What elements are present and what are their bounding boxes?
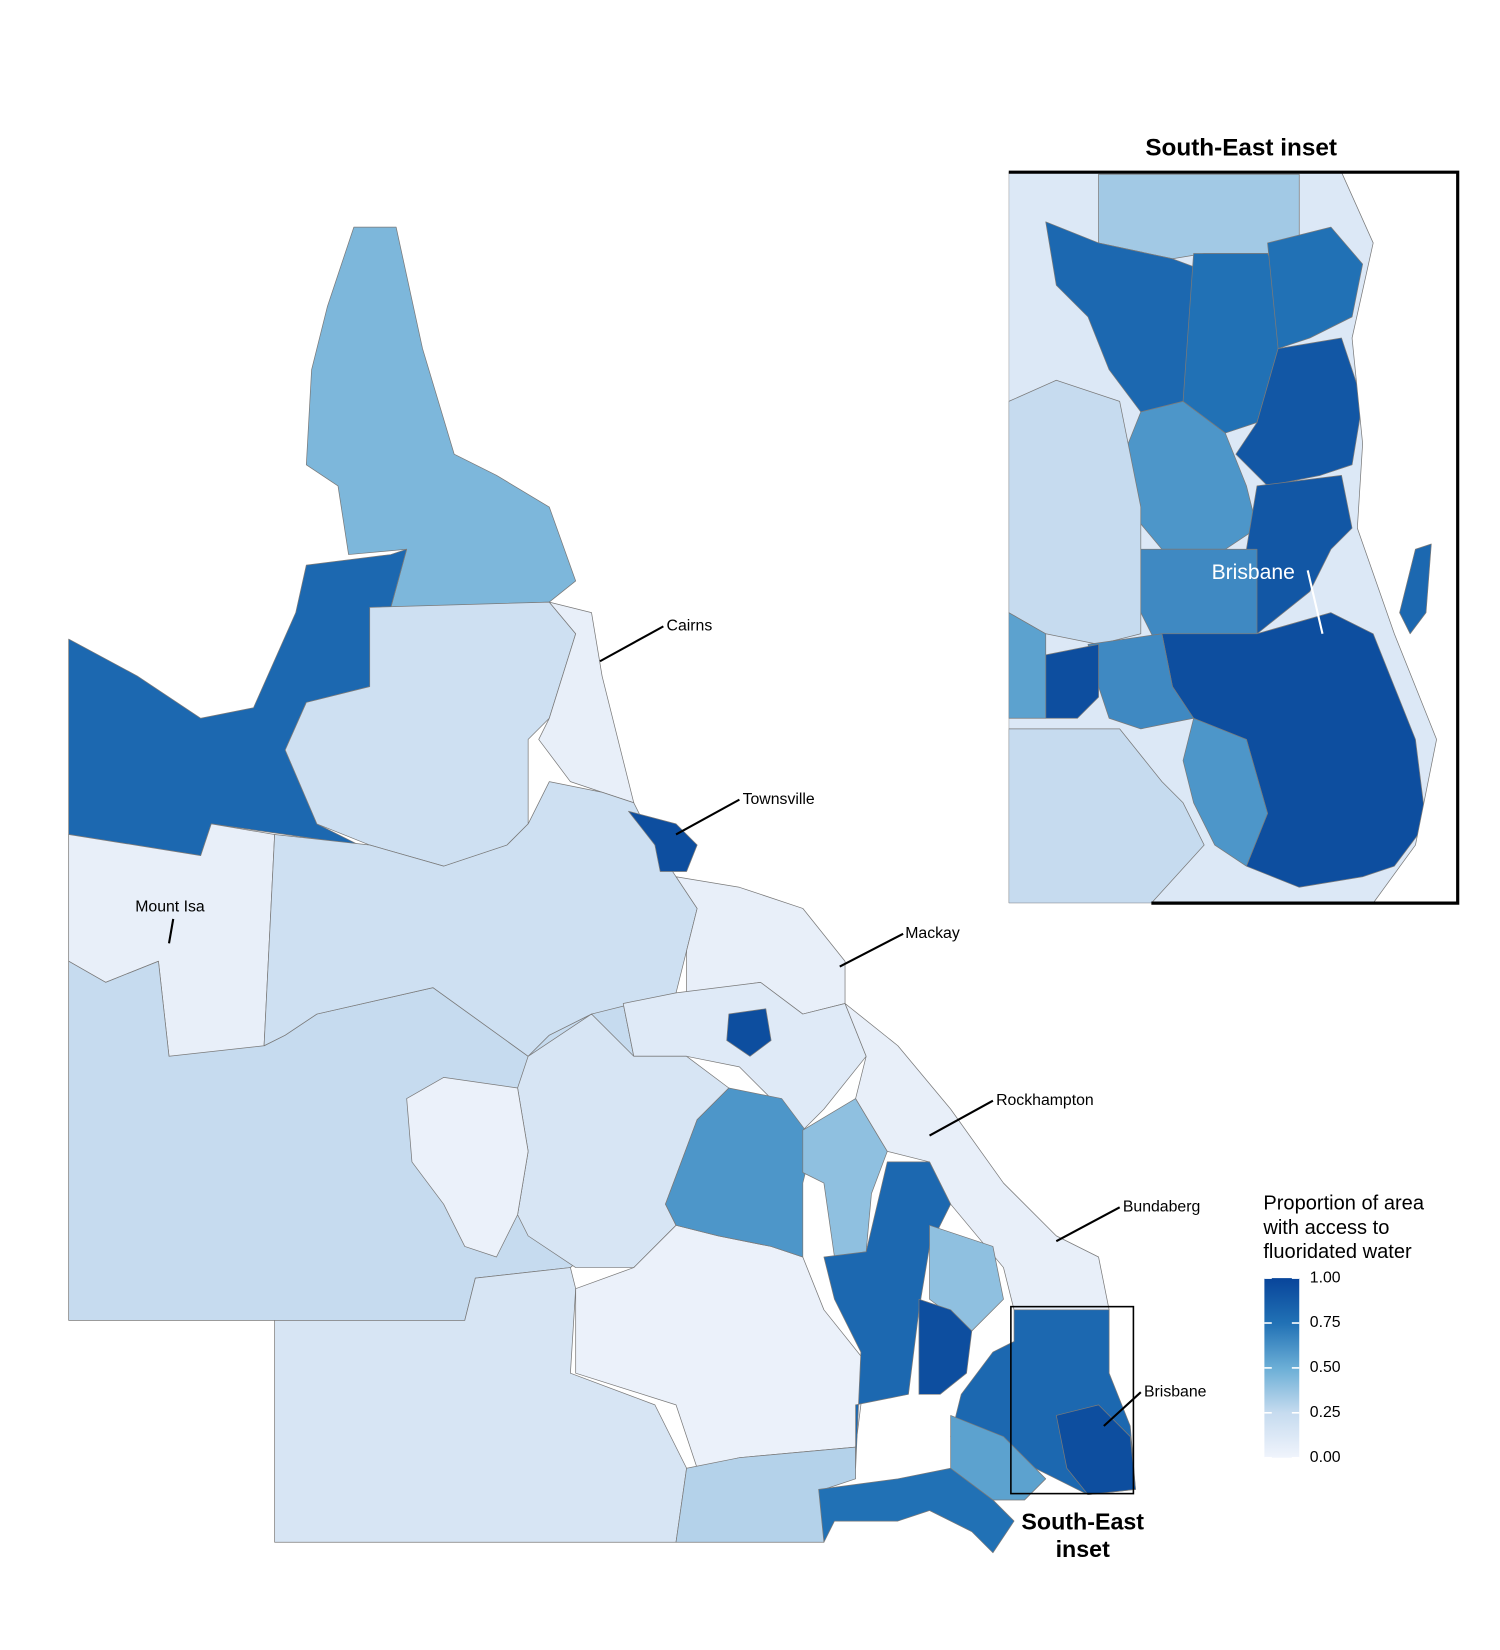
- region: [1182, 717, 1268, 867]
- leader: [929, 1099, 994, 1137]
- region: [675, 1446, 856, 1543]
- region: [274, 1267, 687, 1543]
- region: [950, 1415, 1047, 1501]
- inset-map: [1008, 172, 1458, 904]
- leader: [1103, 1391, 1142, 1427]
- region: [818, 1467, 1015, 1554]
- place-label: Brisbane: [1144, 1383, 1207, 1400]
- colorbar-label: 0.50: [1310, 1359, 1341, 1376]
- region: [1235, 337, 1363, 487]
- leader: [675, 798, 740, 836]
- leader: [599, 625, 664, 663]
- box-label: South-East inset: [1021, 1508, 1145, 1563]
- region: [1008, 379, 1142, 645]
- inset-title: South-East inset: [1145, 134, 1337, 161]
- region: [1008, 612, 1047, 719]
- colorbar-label: 0.00: [1310, 1449, 1341, 1466]
- region: [628, 810, 698, 872]
- place-label: Brisbane: [1212, 561, 1295, 584]
- place-label: Cairns: [667, 618, 713, 635]
- colorbar-ticks: 0.00 0.25 0.50 0.75 1.00: [1264, 1269, 1341, 1466]
- region: [726, 1008, 772, 1057]
- inset-frame: [1008, 170, 1460, 905]
- leaders: [167, 570, 1324, 1427]
- region: [406, 1077, 529, 1258]
- place-label: Townsville: [743, 791, 815, 808]
- region: [918, 1298, 973, 1395]
- place-label: Mount Isa: [135, 899, 205, 916]
- leader: [839, 932, 904, 968]
- place-label: Bundaberg: [1123, 1199, 1200, 1216]
- region: [1055, 1404, 1136, 1496]
- colorbar-label: 0.75: [1310, 1314, 1341, 1331]
- region: [305, 226, 577, 608]
- region: [665, 1087, 814, 1258]
- region: [1087, 633, 1194, 730]
- place-label: Mackay: [905, 925, 960, 942]
- region: [1008, 728, 1205, 904]
- legend-title: Proportion of area with access to fluori…: [1263, 1192, 1424, 1264]
- colorbar-label: 0.25: [1310, 1404, 1341, 1421]
- leader: [1055, 1206, 1121, 1243]
- region: [929, 1224, 1004, 1332]
- main-map: [68, 226, 1136, 1554]
- colorbar-label: 1.00: [1310, 1269, 1341, 1286]
- place-label: Rockhampton: [996, 1092, 1094, 1109]
- region: [1399, 543, 1432, 635]
- leader: [1306, 570, 1324, 635]
- leader: [167, 918, 175, 944]
- ocean: [1341, 172, 1458, 904]
